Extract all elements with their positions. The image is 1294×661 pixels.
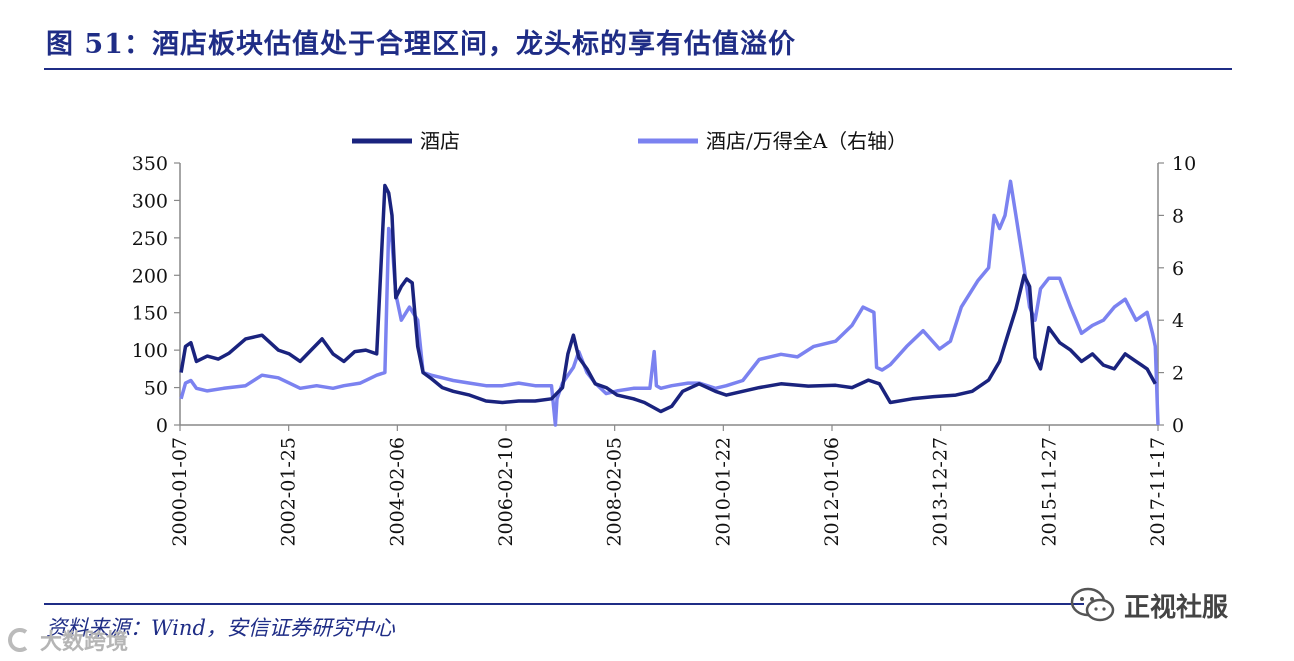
chart-axes: 0 50 100 150 200 250 300 350 0 2 4 6 8 10 2000-01-07 20… (132, 153, 1196, 547)
y-right-tick-label: 2 (1172, 363, 1184, 385)
y-right-tick-label: 6 (1172, 258, 1184, 280)
watermark-left-text: 大数跨境 (40, 630, 129, 655)
y-left-tick-label: 0 (156, 415, 168, 437)
x-tick-label: 2017-11-17 (1147, 437, 1169, 547)
chart-legend: 酒店 酒店/万得全A（右轴） (352, 129, 907, 153)
chart-title: 图 51：酒店板块估值处于合理区间，龙头标的享有估值溢价 (46, 29, 796, 60)
legend-label: 酒店/万得全A（右轴） (706, 129, 907, 153)
series-line-ratio (179, 179, 1160, 427)
logo-icon (8, 628, 28, 652)
x-tick-label: 2000-01-07 (169, 437, 191, 547)
x-tick-label: 2008-02-05 (604, 437, 626, 547)
watermark-left: 大数跨境 (4, 624, 128, 656)
x-tick-label: 2002-01-25 (278, 437, 300, 547)
y-left-tick-label: 300 (132, 190, 168, 212)
y-left-tick-label: 50 (144, 378, 168, 400)
x-tick-label: 2010-01-22 (712, 437, 734, 547)
x-tick-label: 2015-11-27 (1038, 437, 1060, 547)
y-right-tick-label: 4 (1172, 310, 1184, 332)
y-left-tick-label: 350 (132, 153, 168, 175)
y-right-tick-label: 8 (1172, 205, 1184, 227)
x-tick-label: 2013-12-27 (930, 437, 952, 547)
y-right-tick-label: 0 (1172, 415, 1184, 437)
source-rule (44, 603, 1084, 605)
y-right-tick-label: 10 (1172, 153, 1196, 175)
y-left-tick-label: 100 (132, 340, 168, 362)
x-tick-label: 2006-02-10 (495, 437, 517, 547)
watermark-right-text: 正视社服 (1124, 592, 1229, 623)
series-line-hotel (179, 183, 1157, 414)
x-tick-label: 2004-02-06 (386, 437, 408, 547)
y-left-tick-label: 250 (132, 228, 168, 250)
legend-label: 酒店 (420, 129, 460, 153)
wechat-icon (1070, 587, 1115, 622)
x-tick-label: 2012-01-06 (821, 437, 843, 547)
y-left-tick-label: 150 (132, 303, 168, 325)
chart-lines (179, 179, 1160, 427)
watermark-right: 正视社服 (1070, 586, 1228, 624)
source-note: 资料来源：Wind，安信证券研究中心 (46, 616, 395, 640)
title-rule (44, 68, 1232, 70)
y-left-tick-label: 200 (132, 265, 168, 287)
